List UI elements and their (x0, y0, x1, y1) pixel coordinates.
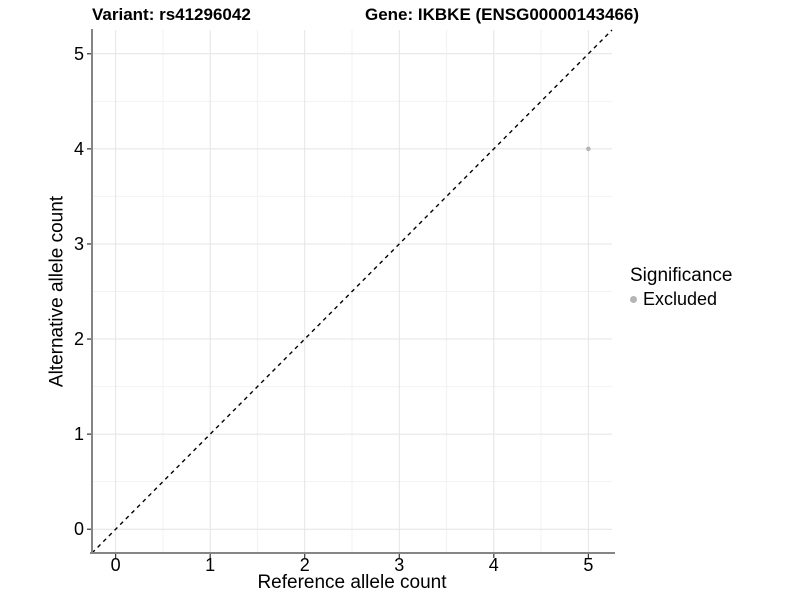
x-tick-label: 4 (488, 555, 499, 575)
data-point (586, 146, 591, 152)
y-axis-title: Alternative allele count (46, 195, 68, 388)
y-tick-label: 4 (73, 138, 84, 159)
legend-key-dot (630, 296, 637, 303)
x-tick-label: 2 (299, 555, 310, 575)
variant-title: Variant: rs41296042 (92, 5, 251, 24)
legend-items: Excluded (630, 289, 732, 310)
y-tick-label: 5 (73, 43, 84, 64)
x-tick-label: 3 (394, 555, 405, 575)
identity-line (91, 29, 613, 554)
x-tick-label: 0 (110, 555, 121, 575)
x-axis-title: Reference allele count (257, 572, 447, 593)
legend-title: Significance (630, 265, 733, 286)
gene-title: Gene: IKBKE (ENSG00000143466) (365, 5, 640, 24)
legend: Significance Excluded (630, 265, 732, 310)
y-tick-label: 0 (73, 519, 84, 540)
legend-item: Excluded (630, 289, 732, 310)
legend-item-label: Excluded (643, 289, 718, 309)
y-tick-label: 1 (73, 424, 84, 445)
y-tick-label: 3 (73, 233, 84, 254)
x-tick-label: 5 (583, 555, 594, 575)
x-tick-label: 1 (205, 555, 216, 575)
y-tick-label: 2 (73, 329, 84, 350)
